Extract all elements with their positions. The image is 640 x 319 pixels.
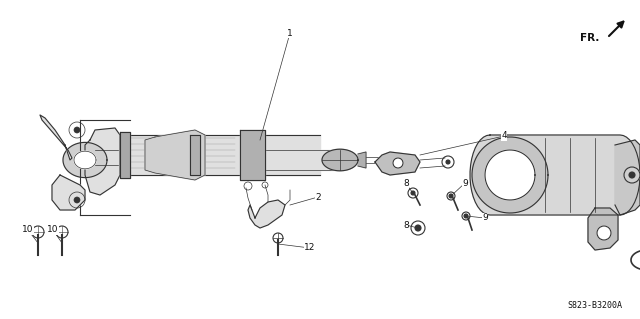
Circle shape <box>624 167 640 183</box>
Text: 12: 12 <box>304 243 316 253</box>
Polygon shape <box>375 152 420 175</box>
Circle shape <box>415 225 421 231</box>
Text: 2: 2 <box>315 192 321 202</box>
Text: 4: 4 <box>501 131 507 140</box>
Text: 8: 8 <box>403 220 409 229</box>
Polygon shape <box>63 142 107 178</box>
Circle shape <box>464 214 468 218</box>
Polygon shape <box>85 128 120 195</box>
Polygon shape <box>120 132 130 178</box>
Polygon shape <box>52 175 85 210</box>
Text: S823-B3200A: S823-B3200A <box>567 301 622 310</box>
Text: 8: 8 <box>403 180 409 189</box>
Text: 10: 10 <box>22 226 34 234</box>
Circle shape <box>393 158 403 168</box>
Circle shape <box>449 194 453 198</box>
Text: 10: 10 <box>47 226 59 234</box>
Polygon shape <box>615 140 640 215</box>
Polygon shape <box>74 151 96 169</box>
Circle shape <box>74 127 80 133</box>
Circle shape <box>74 197 80 203</box>
Polygon shape <box>470 135 640 215</box>
Polygon shape <box>358 152 366 168</box>
Text: 9: 9 <box>482 213 488 222</box>
Text: 1: 1 <box>287 28 293 38</box>
Polygon shape <box>190 135 200 175</box>
Polygon shape <box>145 130 205 180</box>
Circle shape <box>446 160 450 164</box>
Polygon shape <box>248 200 285 228</box>
Circle shape <box>597 226 611 240</box>
Circle shape <box>629 172 635 178</box>
Text: 9: 9 <box>462 179 468 188</box>
Polygon shape <box>485 150 535 200</box>
Text: FR.: FR. <box>580 33 600 43</box>
Polygon shape <box>472 137 548 213</box>
Polygon shape <box>322 149 358 171</box>
Circle shape <box>411 191 415 195</box>
Polygon shape <box>588 208 618 250</box>
Polygon shape <box>40 115 72 160</box>
